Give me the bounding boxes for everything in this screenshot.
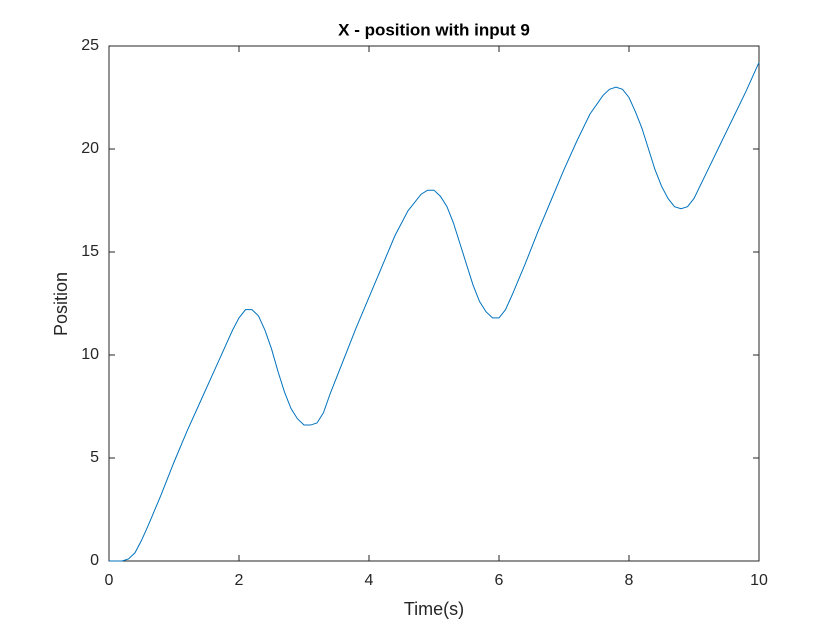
y-tick-label: 20 (81, 140, 99, 157)
y-tick-label: 15 (81, 243, 99, 260)
x-axis-label: Time(s) (404, 599, 464, 619)
y-tick-label: 10 (81, 346, 99, 363)
x-tick-label: 0 (105, 572, 114, 589)
chart-title: X - position with input 9 (338, 20, 530, 39)
axes-box (108, 45, 760, 562)
y-tick-label: 5 (90, 449, 99, 466)
x-tick-label: 8 (625, 572, 634, 589)
x-tick-label: 4 (365, 572, 374, 589)
y-tick-label: 0 (90, 552, 99, 569)
x-tick-label: 10 (750, 572, 768, 589)
x-tick-label: 6 (495, 572, 504, 589)
y-axis-label: Position (51, 272, 71, 336)
y-tick-label: 25 (81, 37, 99, 54)
x-tick-label: 2 (235, 572, 244, 589)
data-line (109, 62, 760, 562)
